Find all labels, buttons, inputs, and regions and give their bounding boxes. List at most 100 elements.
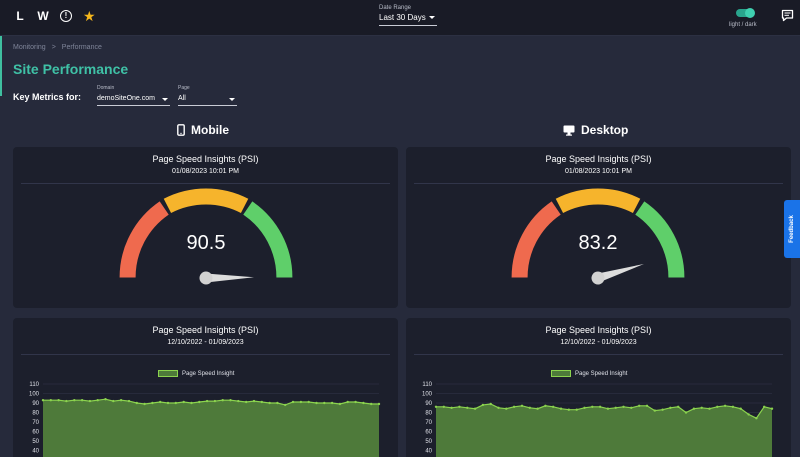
- data-point: [346, 400, 349, 404]
- data-point: [716, 405, 719, 408]
- feedback-tab[interactable]: Feedback: [784, 200, 800, 258]
- data-point: [763, 405, 766, 408]
- data-point: [528, 406, 531, 409]
- card-divider: [21, 183, 390, 184]
- data-point: [661, 408, 664, 411]
- domain-label: Domain: [97, 85, 115, 91]
- chevron-down-icon: [162, 98, 168, 101]
- card-title: Page Speed Insights (PSI): [545, 325, 652, 335]
- data-point: [182, 400, 185, 404]
- data-point: [135, 401, 138, 405]
- mobile-section-label: Mobile: [191, 123, 229, 137]
- desktop-psi-area-chart: 40 50 60 70 80 90 100 110: [422, 382, 774, 457]
- data-point: [747, 413, 750, 416]
- data-point: [96, 399, 99, 402]
- data-point: [645, 404, 649, 407]
- date-range-value[interactable]: Last 30 Days: [379, 13, 437, 26]
- data-point: [512, 405, 516, 408]
- toggle-knob: [745, 8, 755, 18]
- top-bar: L W ! ★ Date Range Last 30 Days light / …: [0, 0, 800, 36]
- data-point: [370, 402, 373, 406]
- data-point: [323, 401, 326, 405]
- data-point: [166, 401, 170, 405]
- date-range-select[interactable]: Date Range Last 30 Days: [379, 5, 437, 26]
- chevron-down-icon: [429, 16, 435, 19]
- series-line: [43, 398, 379, 406]
- data-point: [552, 405, 555, 408]
- info-circle-icon[interactable]: !: [60, 10, 72, 22]
- data-point: [692, 407, 696, 410]
- data-point: [119, 399, 123, 402]
- mobile-phone-icon: [177, 124, 185, 136]
- data-point: [434, 405, 438, 408]
- breadcrumb-separator: >: [51, 44, 56, 51]
- theme-toggle[interactable]: [736, 8, 755, 18]
- data-point: [159, 400, 162, 404]
- desktop-chart-legend[interactable]: Page Speed Insight: [551, 370, 627, 377]
- data-point: [450, 406, 453, 409]
- l-button[interactable]: L: [16, 9, 24, 23]
- data-point: [190, 401, 193, 405]
- legend-swatch: [158, 370, 178, 377]
- gauge-arc-good: [243, 201, 293, 278]
- data-point: [466, 406, 469, 409]
- data-point: [505, 407, 508, 410]
- data-point: [489, 402, 492, 406]
- gauge-arc-poor: [119, 201, 169, 278]
- feedback-label: Feedback: [789, 215, 795, 243]
- page-select[interactable]: Page All: [178, 85, 237, 106]
- card-timestamp: 01/08/2023 10:01 PM: [565, 168, 632, 175]
- gauge-value: 83.2: [578, 232, 618, 254]
- data-point: [221, 399, 224, 402]
- data-point: [638, 404, 641, 407]
- data-point: [57, 399, 60, 402]
- y-tick-label: 80: [32, 411, 39, 417]
- legend-label: Page Speed Insight: [575, 370, 628, 377]
- w-button[interactable]: W: [37, 9, 49, 23]
- data-point: [41, 399, 45, 402]
- data-point: [377, 402, 381, 406]
- y-tick-label: 60: [32, 430, 39, 436]
- card-divider: [414, 183, 783, 184]
- card-date-range: 12/10/2022 - 01/09/2023: [167, 339, 244, 346]
- data-point: [677, 405, 680, 408]
- mobile-psi-area-chart: 40 50 60 70 80 90 100 110: [29, 382, 381, 457]
- page-value[interactable]: All: [178, 95, 237, 106]
- data-point: [598, 405, 602, 408]
- breadcrumb-monitoring[interactable]: Monitoring: [13, 44, 46, 51]
- data-point: [252, 399, 256, 403]
- legend-swatch: [551, 370, 571, 377]
- data-point: [80, 399, 84, 402]
- data-point: [755, 417, 758, 420]
- chat-bubble-icon[interactable]: [781, 9, 794, 22]
- legend-label: Page Speed Insight: [182, 370, 235, 377]
- domain-value[interactable]: demoSiteOne.com: [97, 95, 170, 106]
- star-icon[interactable]: ★: [83, 8, 96, 24]
- data-point: [622, 405, 625, 408]
- data-point: [245, 400, 248, 404]
- data-point: [731, 405, 735, 408]
- data-point: [205, 399, 209, 403]
- data-point: [88, 399, 92, 403]
- desktop-psi-gauge-card: Page Speed Insights (PSI) 01/08/2023 10:…: [406, 147, 791, 308]
- date-range-text: Last 30 Days: [379, 13, 426, 22]
- domain-select[interactable]: Domain demoSiteOne.com: [97, 85, 170, 106]
- card-divider: [414, 354, 783, 355]
- desktop-psi-chart-card: Page Speed Insights (PSI) 12/10/2022 - 0…: [406, 318, 791, 457]
- data-point: [291, 400, 295, 404]
- data-point: [458, 405, 461, 408]
- data-point: [684, 411, 688, 414]
- data-point: [669, 406, 672, 409]
- desktop-monitor-icon: [563, 125, 575, 136]
- mobile-chart-legend[interactable]: Page Speed Insight: [158, 370, 234, 377]
- y-tick-label: 90: [425, 401, 432, 407]
- data-point: [473, 407, 477, 410]
- theme-toggle-label: light / dark: [729, 22, 757, 28]
- data-point: [362, 401, 365, 405]
- top-bar-icons: L W ! ★: [14, 8, 96, 24]
- gauge-needle: [199, 271, 254, 285]
- chevron-down-icon: [229, 98, 235, 101]
- y-tick-label: 90: [32, 401, 39, 407]
- data-point: [354, 400, 357, 404]
- page-label: Page: [178, 85, 190, 91]
